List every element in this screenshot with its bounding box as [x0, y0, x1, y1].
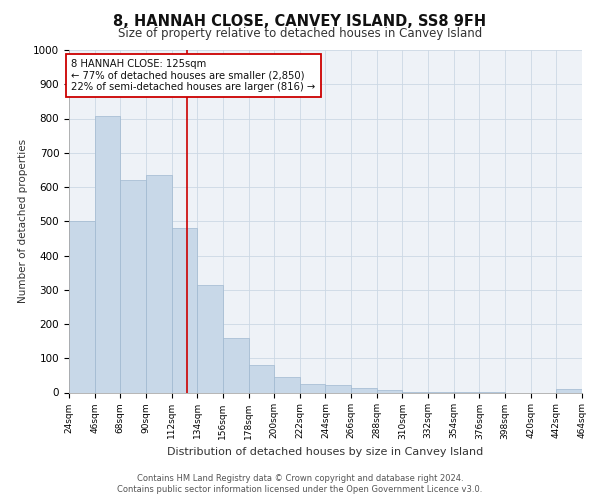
Bar — [325, 385, 351, 392]
X-axis label: Distribution of detached houses by size in Canvey Island: Distribution of detached houses by size … — [167, 447, 484, 457]
Bar — [300, 384, 325, 392]
Bar — [377, 390, 403, 392]
Bar — [69, 221, 95, 392]
Y-axis label: Number of detached properties: Number of detached properties — [17, 139, 28, 304]
Bar — [556, 389, 582, 392]
Bar — [146, 175, 172, 392]
Bar — [197, 286, 223, 393]
Text: 8 HANNAH CLOSE: 125sqm
← 77% of detached houses are smaller (2,850)
22% of semi-: 8 HANNAH CLOSE: 125sqm ← 77% of detached… — [71, 58, 316, 92]
Bar — [172, 228, 197, 392]
Text: Contains HM Land Registry data © Crown copyright and database right 2024.
Contai: Contains HM Land Registry data © Crown c… — [118, 474, 482, 494]
Bar — [248, 365, 274, 392]
Bar — [223, 338, 248, 392]
Bar — [95, 116, 120, 392]
Bar — [351, 388, 377, 392]
Text: 8, HANNAH CLOSE, CANVEY ISLAND, SS8 9FH: 8, HANNAH CLOSE, CANVEY ISLAND, SS8 9FH — [113, 14, 487, 29]
Text: Size of property relative to detached houses in Canvey Island: Size of property relative to detached ho… — [118, 28, 482, 40]
Bar — [274, 377, 300, 392]
Bar — [120, 180, 146, 392]
